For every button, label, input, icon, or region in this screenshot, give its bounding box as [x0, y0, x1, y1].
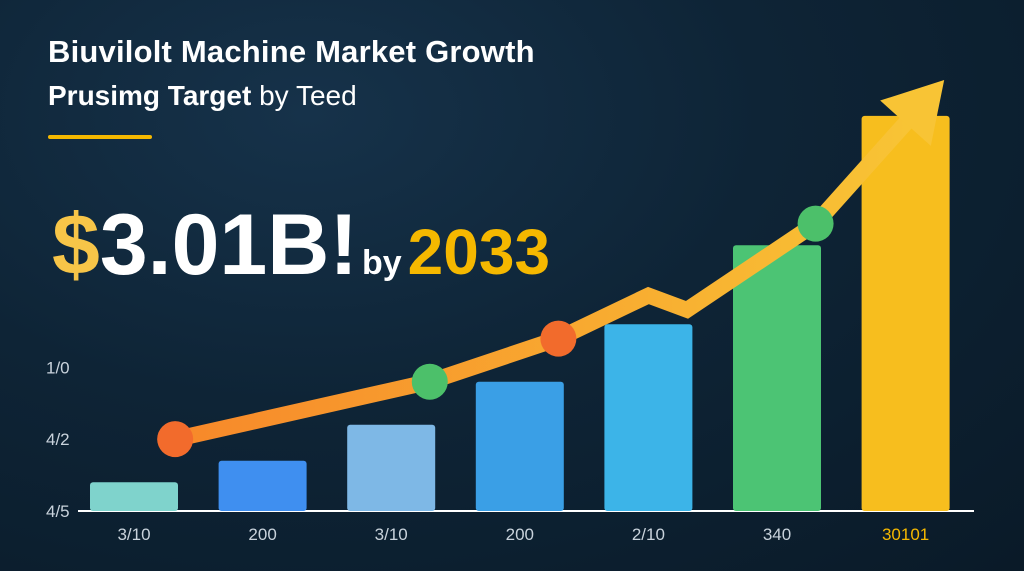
trend-marker-1: [157, 421, 194, 458]
x-tick-label-3: 3/10: [375, 525, 408, 544]
chart-subtitle: Prusimg Target by Teed: [48, 80, 357, 112]
x-tick-labels: 3/10 200 3/10 200 2/10 340 30101: [117, 525, 929, 544]
trend-arrowhead: [880, 80, 945, 146]
bar-1: [90, 482, 178, 511]
y-tick-label-3: 1/0: [46, 358, 70, 377]
bar-6: [733, 245, 821, 511]
x-tick-label-2: 200: [248, 525, 276, 544]
trend-marker-3: [540, 320, 577, 357]
x-tick-label-5: 2/10: [632, 525, 665, 544]
bar-3: [347, 424, 436, 511]
y-tick-label-1: 4/5: [46, 502, 70, 521]
bars-group: [90, 115, 950, 512]
headline-year: 2033: [407, 216, 551, 288]
bar-4: [475, 381, 564, 511]
headline-figure: $3.01B! by2033: [52, 196, 550, 295]
trend-group: [157, 80, 945, 458]
headline-amount: 3.01B!: [99, 197, 358, 293]
y-tick-label-2: 4/2: [46, 430, 70, 449]
title-accent-rule: [48, 135, 152, 139]
bar-5: [604, 324, 693, 511]
headline-by: by: [361, 244, 402, 282]
bar-2: [218, 460, 307, 511]
x-tick-label-1: 3/10: [117, 525, 150, 544]
y-tick-labels: 4/5 4/2 1/0: [46, 358, 70, 521]
bar-7: [861, 115, 950, 512]
x-tick-label-4: 200: [506, 525, 534, 544]
chart-title: Biuvilolt Machine Market Growth: [48, 34, 535, 69]
x-tick-label-6: 340: [763, 525, 791, 544]
trend-marker-2: [411, 363, 448, 400]
subtitle-bold: Prusimg Target: [48, 80, 252, 111]
trend-marker-4: [797, 205, 834, 242]
headline-dollar: $: [52, 197, 100, 293]
subtitle-rest: by Teed: [251, 80, 357, 111]
x-tick-label-7: 30101: [882, 525, 929, 544]
